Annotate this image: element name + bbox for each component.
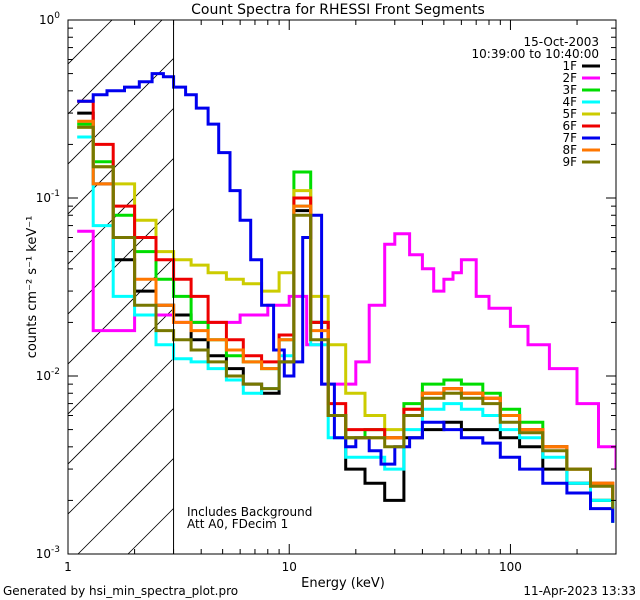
legend-label: 5F — [562, 107, 577, 121]
legend-label: 4F — [562, 95, 577, 109]
timestamp-label: 11-Apr-2023 13:33 — [523, 584, 636, 598]
legend-label: 8F — [562, 143, 577, 157]
y-tick-mantissa: 10 — [36, 547, 51, 561]
legend-label: 7F — [562, 131, 577, 145]
y-axis-label: counts cm⁻² s⁻¹ keV⁻¹ — [25, 216, 40, 359]
plot-frame — [67, 19, 617, 555]
annotation-background: Includes Background — [187, 505, 312, 519]
y-tick-label: 100 — [39, 11, 60, 27]
y-tick-mantissa: 10 — [39, 13, 54, 27]
legend-label: 6F — [562, 119, 577, 133]
y-tick-exponent: -3 — [51, 545, 60, 555]
generated-by-label: Generated by hsi_min_spectra_plot.pro — [3, 584, 238, 598]
hatch-line — [68, 20, 163, 115]
x-axis: 1 10 100 — [64, 20, 617, 574]
hatch-mask — [173, 20, 616, 554]
y-tick-exponent: 0 — [54, 11, 60, 21]
x-tick-label: 100 — [499, 560, 522, 574]
y-tick-mantissa: 10 — [36, 191, 51, 205]
annotation-attenuator: Att A0, FDecim 1 — [187, 517, 288, 531]
y-tick-exponent: -1 — [51, 189, 60, 199]
y-tick-label: 10-3 — [36, 545, 60, 561]
hatch-line — [68, 20, 213, 165]
y-tick-label: 10-2 — [36, 367, 60, 383]
date-label: 15-Oct-2003 — [523, 35, 599, 49]
chart-title: Count Spectra for RHESSI Front Segments — [191, 2, 485, 18]
hatch-line — [618, 4, 640, 564]
y-tick-exponent: -2 — [51, 367, 60, 377]
series-line-7F — [77, 72, 615, 523]
hatch-line — [68, 20, 113, 65]
legend-label: 1F — [562, 59, 577, 73]
x-tick-label: 10 — [282, 560, 297, 574]
time-range-label: 10:39:00 to 10:40:00 — [472, 47, 599, 61]
y-tick-label: 10-1 — [36, 189, 60, 205]
legend-label: 9F — [562, 155, 577, 169]
hatch-line — [0, 4, 28, 564]
x-axis-label: Energy (keV) — [301, 576, 385, 591]
legend-label: 2F — [562, 71, 577, 85]
x-tick-label: 1 — [64, 560, 72, 574]
y-tick-mantissa: 10 — [36, 369, 51, 383]
legend-label: 3F — [562, 83, 577, 97]
